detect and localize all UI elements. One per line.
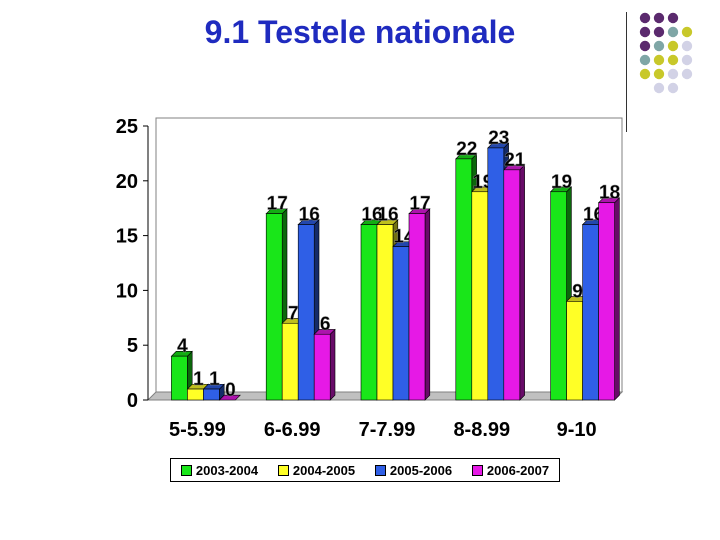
y-tick-label: 15 [116, 226, 138, 248]
decorative-dot [639, 68, 651, 80]
data-label: 7 [288, 303, 299, 324]
legend-label: 2003-2004 [195, 462, 259, 478]
data-label: 6 [320, 314, 331, 335]
legend-label: 2005-2006 [389, 462, 453, 478]
decorative-dot [653, 26, 665, 38]
decorative-dot [667, 82, 679, 94]
data-label: 23 [488, 128, 509, 149]
data-label: 1 [209, 369, 220, 390]
data-label: 0 [225, 380, 236, 401]
data-label: 22 [456, 139, 477, 160]
bar [202, 383, 225, 401]
decorative-dot [667, 26, 679, 38]
decorative-dot [653, 68, 665, 80]
data-label: 9 [572, 281, 583, 302]
data-label: 19 [551, 172, 572, 193]
legend-label: 2006-2007 [486, 462, 550, 478]
legend-label: 2004-2005 [292, 462, 356, 478]
decorative-dot [653, 12, 665, 24]
data-label: 16 [377, 205, 398, 226]
y-tick-label: 5 [127, 335, 138, 357]
y-tick-label: 10 [116, 280, 138, 302]
y-tick-label: 0 [127, 390, 138, 412]
decorative-dot [639, 40, 651, 52]
bar [170, 350, 193, 401]
decorative-dot [639, 12, 651, 24]
decorative-dot [639, 26, 651, 38]
x-tick-label: 8-8.99 [453, 419, 510, 441]
legend-swatch [180, 464, 192, 476]
decorative-dot [667, 12, 679, 24]
legend-swatch [471, 464, 483, 476]
legend-swatch [277, 464, 289, 476]
legend-item: 2003-2004 [180, 462, 259, 478]
decorative-dot [639, 54, 651, 66]
decorative-dot [681, 54, 693, 66]
decorative-dot [653, 54, 665, 66]
data-label: 17 [267, 194, 288, 215]
decorative-dot [681, 68, 693, 80]
data-label: 1 [193, 369, 204, 390]
page-title: 9.1 Testele nationale [204, 14, 516, 50]
decorative-dot [681, 40, 693, 52]
decorative-dot [653, 82, 665, 94]
bar [597, 197, 621, 401]
data-label: 18 [599, 183, 620, 204]
bar [218, 394, 241, 401]
y-tick-label: 25 [116, 116, 138, 138]
data-label: 16 [299, 205, 320, 226]
legend-item: 2005-2006 [374, 462, 453, 478]
decorative-dot [667, 54, 679, 66]
x-tick-label: 9-10 [557, 419, 597, 441]
legend-item: 2004-2005 [277, 462, 356, 478]
data-label: 17 [409, 194, 430, 215]
chart-legend: 2003-2004 2004-2005 2005-2006 2006-2007 [170, 458, 560, 482]
x-tick-label: 5-5.99 [169, 419, 226, 441]
data-label: 4 [177, 336, 188, 357]
x-tick-label: 7-7.99 [359, 419, 416, 441]
data-label: 16 [361, 205, 382, 226]
decorative-dot [653, 40, 665, 52]
decorative-dot [681, 26, 693, 38]
bar [408, 208, 431, 401]
legend-swatch [374, 464, 386, 476]
decorative-dot [667, 68, 679, 80]
divider-line [626, 12, 627, 132]
y-tick-label: 20 [116, 171, 138, 193]
x-tick-label: 6-6.99 [264, 419, 321, 441]
decorative-dot [667, 40, 679, 52]
legend-item: 2006-2007 [471, 462, 550, 478]
data-label: 21 [504, 150, 526, 171]
bar [503, 164, 526, 401]
bar [313, 328, 336, 401]
